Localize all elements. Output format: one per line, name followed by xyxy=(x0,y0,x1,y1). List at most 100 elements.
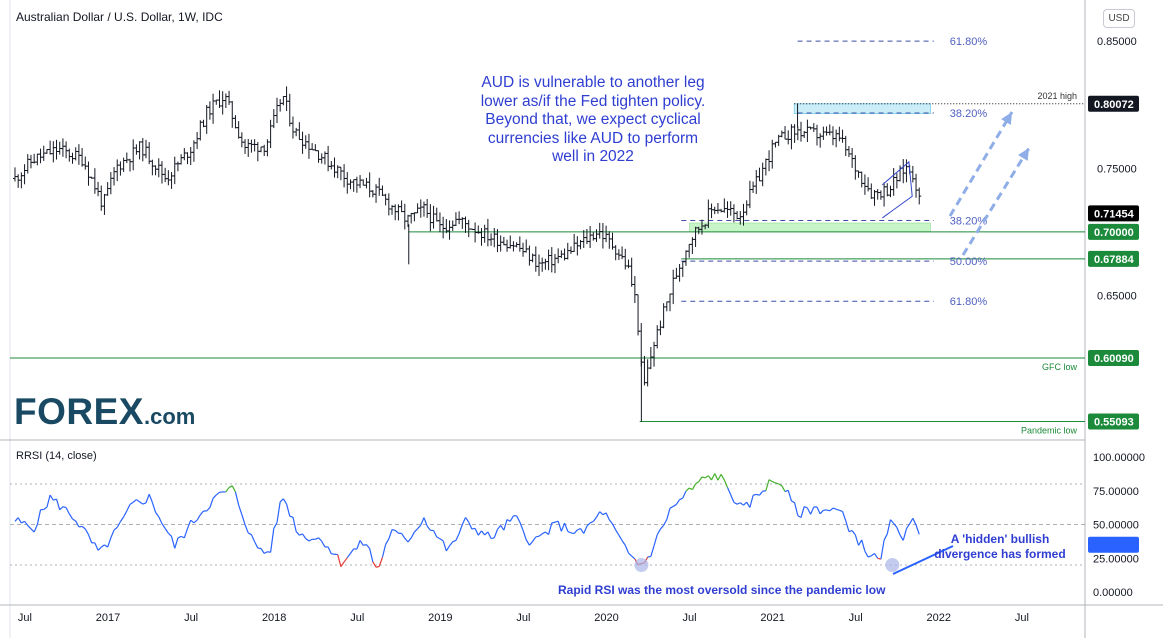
rsi-segment xyxy=(420,517,425,526)
rsi-segment xyxy=(55,498,61,510)
rsi-value-tag xyxy=(1088,536,1139,553)
rsi-tick-label: 0.00000 xyxy=(1093,587,1133,599)
rsi-segment xyxy=(445,545,451,552)
rsi-segment xyxy=(631,555,636,560)
rsi-segment xyxy=(768,479,773,483)
rsi-segment xyxy=(772,481,776,484)
rsi-segment xyxy=(228,485,233,488)
rsi-segment xyxy=(254,541,259,549)
rsi-segment xyxy=(615,529,620,536)
rsi-segment xyxy=(602,512,607,516)
price-tag-label: 0.71454 xyxy=(1094,208,1135,220)
rsi-segment xyxy=(791,500,795,504)
rsi-segment xyxy=(800,506,805,518)
rsi-segment xyxy=(781,485,786,492)
rsi-segment xyxy=(803,505,808,509)
rsi-segment xyxy=(880,540,885,560)
time-tick-label: 2017 xyxy=(96,612,120,624)
rsi-segment xyxy=(688,487,693,491)
rsi-segment xyxy=(481,530,486,536)
rsi-segment xyxy=(116,521,121,528)
rsi-segment xyxy=(573,529,578,534)
rsi-segment xyxy=(391,529,396,531)
main-annotation-line: AUD is vulnerable to another leg xyxy=(481,74,705,91)
rsi-segment xyxy=(564,522,569,532)
rsi-segment xyxy=(375,565,380,568)
rsi-segment xyxy=(343,557,348,563)
rsi-segment xyxy=(119,516,125,522)
rsi-segment xyxy=(49,494,54,501)
rsi-segment xyxy=(468,521,473,530)
rsi-segment xyxy=(743,501,748,506)
resistance-zone xyxy=(793,103,931,114)
rsi-segment xyxy=(97,546,102,551)
rsi-segment xyxy=(164,528,169,534)
rsi-segment xyxy=(439,538,444,542)
rsi-segment xyxy=(78,525,83,528)
projection-arrow-1-head xyxy=(1001,112,1012,125)
rsi-segment xyxy=(912,518,917,526)
rsi-segment xyxy=(110,529,115,539)
chart-title: Australian Dollar / U.S. Dollar, 1W, IDC xyxy=(16,10,223,24)
rsi-tick-label: 25.00000 xyxy=(1093,553,1139,565)
rsi-segment xyxy=(17,517,22,524)
rsi-segment xyxy=(155,512,160,518)
price-tag-label: 0.55093 xyxy=(1094,417,1134,429)
rsi-segment xyxy=(126,504,131,512)
rsi-segment xyxy=(337,554,342,567)
rsi-segment xyxy=(388,529,393,540)
rsi-segment xyxy=(778,483,783,487)
rsi-segment xyxy=(170,536,176,549)
rsi-segment xyxy=(94,542,99,551)
rsi-segment xyxy=(746,501,751,508)
rsi-segment xyxy=(864,550,869,558)
rsi-segment xyxy=(363,544,367,546)
rsi-segment xyxy=(282,498,288,505)
rsi-segment xyxy=(145,494,150,504)
rsi-segment xyxy=(177,535,182,539)
rsi-segment xyxy=(321,540,326,548)
rsi-segment xyxy=(346,553,351,559)
rsi-segment xyxy=(685,487,690,492)
projection-arrow-2 xyxy=(961,147,1031,256)
rsi-segment xyxy=(733,501,738,505)
rsi-segment xyxy=(260,548,265,554)
rsi-segment xyxy=(244,524,249,534)
rsi-segment xyxy=(599,511,604,516)
rsi-segment xyxy=(123,510,128,518)
rsi-segment xyxy=(404,537,409,543)
rsi-marker-recent xyxy=(885,558,900,572)
price-tag xyxy=(1088,95,1139,112)
rsi-segment xyxy=(100,544,105,548)
currency-button[interactable]: USD xyxy=(1103,9,1135,28)
rsi-segment xyxy=(455,533,460,541)
rsi-segment xyxy=(605,512,610,521)
price-tag-label: 0.60090 xyxy=(1094,353,1134,365)
rsi-segment xyxy=(528,540,534,546)
rsi-segment xyxy=(183,528,189,538)
rsi-segment xyxy=(589,520,594,524)
rsi-segment xyxy=(839,509,843,513)
rsi-segment xyxy=(299,533,303,536)
rsi-segment xyxy=(417,524,422,530)
rsi-segment xyxy=(410,531,415,539)
rsi-segment xyxy=(870,552,875,557)
price-tag-label: 0.70000 xyxy=(1094,227,1134,239)
fib-upper-382-label: 38.20% xyxy=(950,108,988,120)
rsi-segment xyxy=(136,499,140,503)
rsi-segment xyxy=(567,530,572,534)
rsi-segment xyxy=(263,551,268,554)
rsi-segment xyxy=(43,506,48,511)
rsi-segment xyxy=(714,473,719,481)
rsi-segment xyxy=(442,540,447,552)
divergence-line: divergence has formed xyxy=(934,547,1066,561)
rsi-segment xyxy=(624,545,630,554)
rsi-segment xyxy=(273,522,278,529)
rsi-segment xyxy=(909,518,914,525)
rsi-segment xyxy=(586,522,591,527)
projection-arrow-1 xyxy=(948,111,1014,217)
rsi-segment xyxy=(27,525,32,530)
rsi-segment xyxy=(327,546,332,555)
rsi-segment xyxy=(653,534,658,546)
